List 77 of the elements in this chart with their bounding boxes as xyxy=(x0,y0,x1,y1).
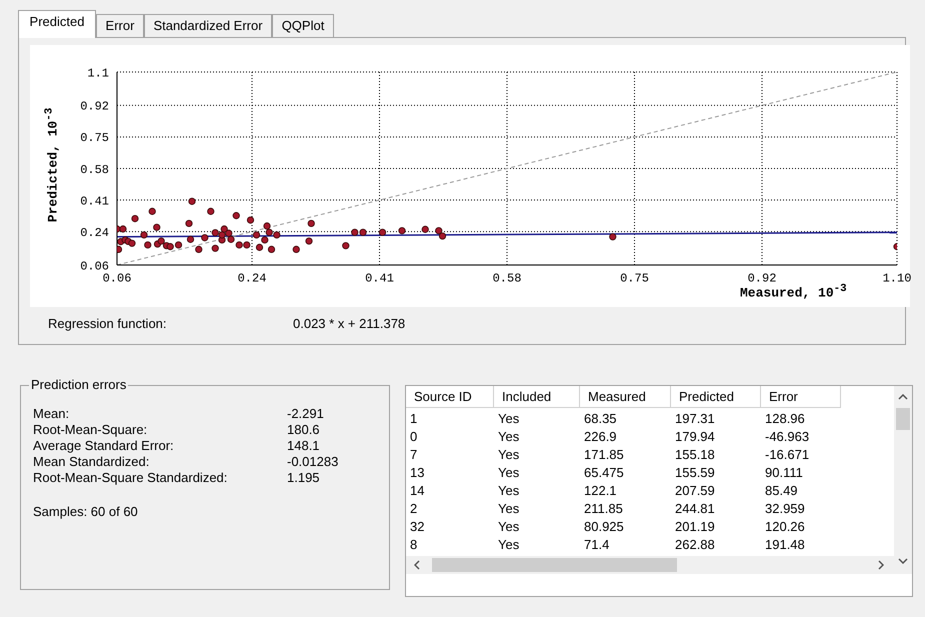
x-tick-label: 0.06 xyxy=(102,272,132,286)
text: Yes xyxy=(498,464,520,482)
y-tick-label: 1.1 xyxy=(87,66,109,80)
text: Error xyxy=(96,14,144,38)
text: 128.96 xyxy=(765,410,805,428)
y-tick-label: 0.75 xyxy=(80,131,109,146)
text: 226.9 xyxy=(584,428,617,446)
text: Yes xyxy=(498,500,520,518)
x-tick-label: 0.41 xyxy=(365,272,394,286)
text: 1.195 xyxy=(287,470,320,485)
category-label: Predicted xyxy=(671,386,761,408)
text: Yes xyxy=(498,428,520,446)
y-tick-label: 0.41 xyxy=(80,194,109,208)
text: 65.475 xyxy=(584,464,624,482)
text: 1 xyxy=(410,410,418,428)
text: 8 xyxy=(410,536,418,554)
text: 0 xyxy=(410,428,418,446)
text: -2.291 xyxy=(287,406,324,421)
category-label: Included xyxy=(494,386,580,408)
text: 148.1 xyxy=(287,438,320,453)
text: 122.1 xyxy=(584,482,617,500)
text: Yes xyxy=(498,446,520,464)
text: 13 xyxy=(410,464,424,482)
text: 71.4 xyxy=(584,536,610,554)
x-tick-label: 0.24 xyxy=(238,272,266,286)
text: Standardized Error xyxy=(144,14,272,38)
text: Root-Mean-Square: xyxy=(33,422,148,437)
text: Root-Mean-Square Standardized: xyxy=(33,470,228,485)
x-tick-label: 0.58 xyxy=(492,272,522,286)
text: Yes xyxy=(498,410,520,428)
text: 7 xyxy=(410,446,418,464)
x-tick-label: 1.10 xyxy=(882,272,912,286)
category-label: Source ID xyxy=(406,386,494,408)
text: -0.01283 xyxy=(287,454,338,469)
text: Average Standard Error: xyxy=(33,438,174,453)
text: Yes xyxy=(498,482,520,500)
text: Samples: 60 of 60 xyxy=(33,504,138,519)
text: Mean Standardized: xyxy=(33,454,150,469)
text: 197.31 xyxy=(675,410,715,428)
text: 262.88 xyxy=(675,536,715,554)
text: 0.023 * x + 211.378 xyxy=(293,316,406,331)
text: -16.671 xyxy=(765,446,810,464)
x-tick-label: 0.92 xyxy=(748,272,776,286)
text: 244.81 xyxy=(675,500,715,518)
text: 191.48 xyxy=(765,536,805,554)
category-label: Measured xyxy=(580,386,671,408)
text: 32 xyxy=(410,518,424,536)
text: -46.963 xyxy=(765,428,810,446)
category-label: Error xyxy=(761,386,841,408)
text: 171.85 xyxy=(584,446,624,464)
text: Prediction errors xyxy=(29,377,128,392)
x-tick-label: 0.75 xyxy=(620,272,649,286)
text: 207.59 xyxy=(675,482,715,500)
text: 80.925 xyxy=(584,518,624,536)
text: QQPlot xyxy=(272,14,334,38)
x-axis-title: Measured, 10$^{-3}$ xyxy=(740,283,847,300)
text: 90.111 xyxy=(765,464,803,482)
text: Mean: xyxy=(33,406,70,421)
y-tick-label: 0.92 xyxy=(80,100,109,114)
text: Yes xyxy=(498,536,520,554)
text: 155.18 xyxy=(675,446,715,464)
text: 85.49 xyxy=(765,482,798,500)
text: 155.59 xyxy=(675,464,715,482)
text: 211.85 xyxy=(584,500,623,518)
text: 180.6 xyxy=(287,422,320,437)
text: 201.19 xyxy=(675,518,715,536)
text: 68.35 xyxy=(584,410,617,428)
text: 14 xyxy=(410,482,424,500)
y-tick-label: 0.06 xyxy=(80,259,109,274)
text: 2 xyxy=(410,500,418,518)
y-tick-label: 0.58 xyxy=(80,162,109,177)
text: 179.94 xyxy=(675,428,715,446)
text: Regression function: xyxy=(48,316,167,331)
text: Yes xyxy=(498,518,520,536)
text: 32.959 xyxy=(765,500,805,518)
y-tick-label: 0.24 xyxy=(80,226,109,240)
text: 120.26 xyxy=(765,518,805,536)
